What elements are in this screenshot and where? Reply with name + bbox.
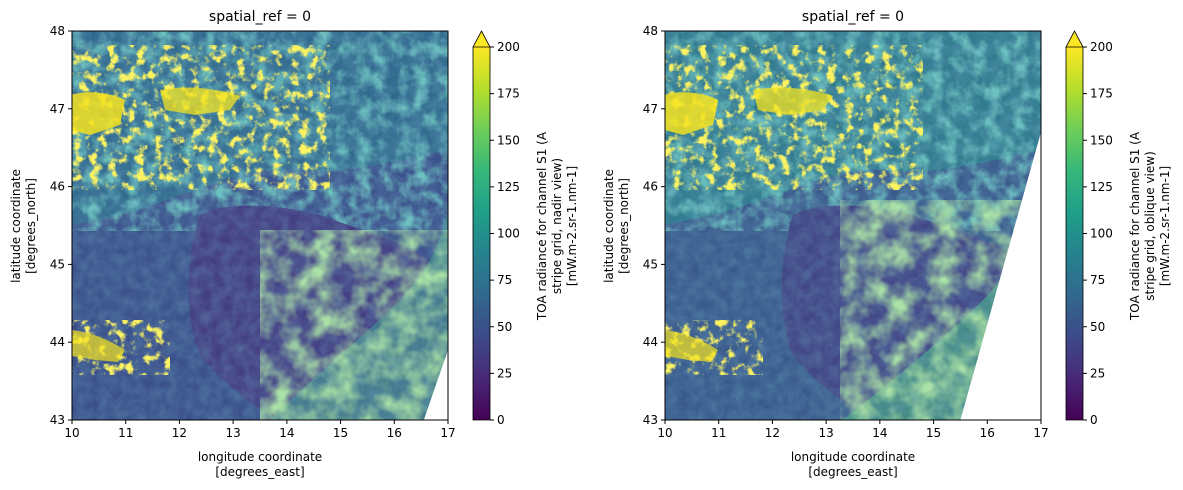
x-tick-label: 15 [926,426,941,440]
colorbar: 0 25 50 75 100 125 150 175 200 [1065,30,1113,427]
x-axis-label-line1: longitude coordinate [791,450,915,464]
y-tick-label: 48 [643,24,658,38]
x-axis-label-line2: [degrees_east] [215,465,304,479]
y-tick-label: 45 [643,257,658,271]
y-axis-label-line2: [degrees_north] [617,178,631,274]
colorbar-tick-label: 175 [497,87,520,101]
x-tick-label: 16 [980,426,995,440]
x-tick-label: 17 [1033,426,1048,440]
y-tick-label: 46 [643,180,658,194]
x-tick-label: 15 [333,426,348,440]
axes-frame [71,30,449,421]
oblique-radiance-image [665,31,1041,420]
colorbar-gradient [1066,47,1083,420]
y-tick-label: 46 [50,180,65,194]
colorbar-tick-label: 25 [497,366,512,380]
no-data-region [423,349,448,420]
y-tick-label: 43 [643,413,658,427]
colorbar-tick-label: 25 [1090,366,1105,380]
no-data-region [960,132,1041,420]
colorbar-label-line3: [mW.m-2.sr-1.nm-1] [1158,166,1172,286]
colorbar-tick-label: 150 [1090,133,1113,147]
snow-peaks [665,45,923,375]
x-tick-label: 17 [440,426,455,440]
x-axis-label-line1: longitude coordinate [198,450,322,464]
colorbar-tick-label: 50 [1090,320,1105,334]
colorbar-label-line1: TOA radiance for channel S1 (A [1128,131,1142,321]
colorbar: 0 25 50 75 100 125 150 175 200 [472,30,520,427]
y-axis-label-line2: [degrees_north] [24,178,38,274]
colorbar-extend-arrow [472,30,491,48]
colorbar-tick-label: 200 [497,40,520,54]
x-tick-label: 14 [279,426,294,440]
colorbar-label-line3: [mW.m-2.sr-1.nm-1] [565,166,579,286]
y-tick-label: 44 [50,335,65,349]
colorbar-label-line2: stripe grid, oblique view) [1143,151,1157,301]
y-tick-label: 48 [50,24,65,38]
x-tick-label: 12 [765,426,780,440]
colorbar-extend-arrow [1065,30,1084,48]
colorbar-tick-label: 175 [1090,87,1113,101]
colorbar-tick-label: 0 [1090,413,1098,427]
axes-frame [664,30,1042,421]
x-tick-label: 10 [657,426,672,440]
colorbar-tick-label: 75 [497,273,512,287]
colorbar-tick-label: 200 [1090,40,1113,54]
chart-title: spatial_ref = 0 [209,9,311,25]
colorbar-tick-label: 50 [497,320,512,334]
nadir-view-panel: 10 11 12 13 14 15 16 17 43 44 45 46 47 48 spatial_ref… [9,9,579,479]
y-tick-label: 47 [50,102,65,116]
y-tick-label: 44 [643,335,658,349]
y-tick-label: 43 [50,413,65,427]
y-tick-label: 47 [643,102,658,116]
chart-title: spatial_ref = 0 [802,9,904,25]
x-tick-label: 11 [711,426,726,440]
colorbar-label-line2: stripe grid, nadir view) [550,158,564,294]
oblique-view-panel: 10 11 12 13 14 15 16 17 43 44 45 46 47 48 spatial_ref… [602,9,1172,479]
colorbar-label-line1: TOA radiance for channel S1 (A [535,131,549,321]
colorbar-tick-label: 125 [497,180,520,194]
x-tick-label: 14 [872,426,887,440]
x-tick-label: 10 [64,426,79,440]
snow-peaks [72,45,330,375]
y-axis-label-line1: latitude coordinate [602,169,616,283]
axis-ticks: 10 11 12 13 14 15 16 17 43 44 45 46 47 48 [50,24,456,440]
colorbar-tick-label: 100 [1090,227,1113,241]
colorbar-tick-label: 75 [1090,273,1105,287]
colorbar-gradient [473,47,490,420]
colorbar-tick-label: 100 [497,227,520,241]
colorbar-tick-label: 125 [1090,180,1113,194]
y-axis-label-line1: latitude coordinate [9,169,23,283]
colorbar-tick-label: 0 [497,413,505,427]
colorbar-tick-label: 150 [497,133,520,147]
axis-ticks: 10 11 12 13 14 15 16 17 43 44 45 46 47 48 [643,24,1049,440]
x-tick-label: 16 [387,426,402,440]
x-tick-label: 13 [819,426,834,440]
x-axis-label-line2: [degrees_east] [808,465,897,479]
x-tick-label: 13 [226,426,241,440]
nadir-radiance-image [72,31,448,420]
haze-texture [260,230,448,420]
x-tick-label: 11 [118,426,133,440]
x-tick-label: 12 [172,426,187,440]
y-tick-label: 45 [50,257,65,271]
